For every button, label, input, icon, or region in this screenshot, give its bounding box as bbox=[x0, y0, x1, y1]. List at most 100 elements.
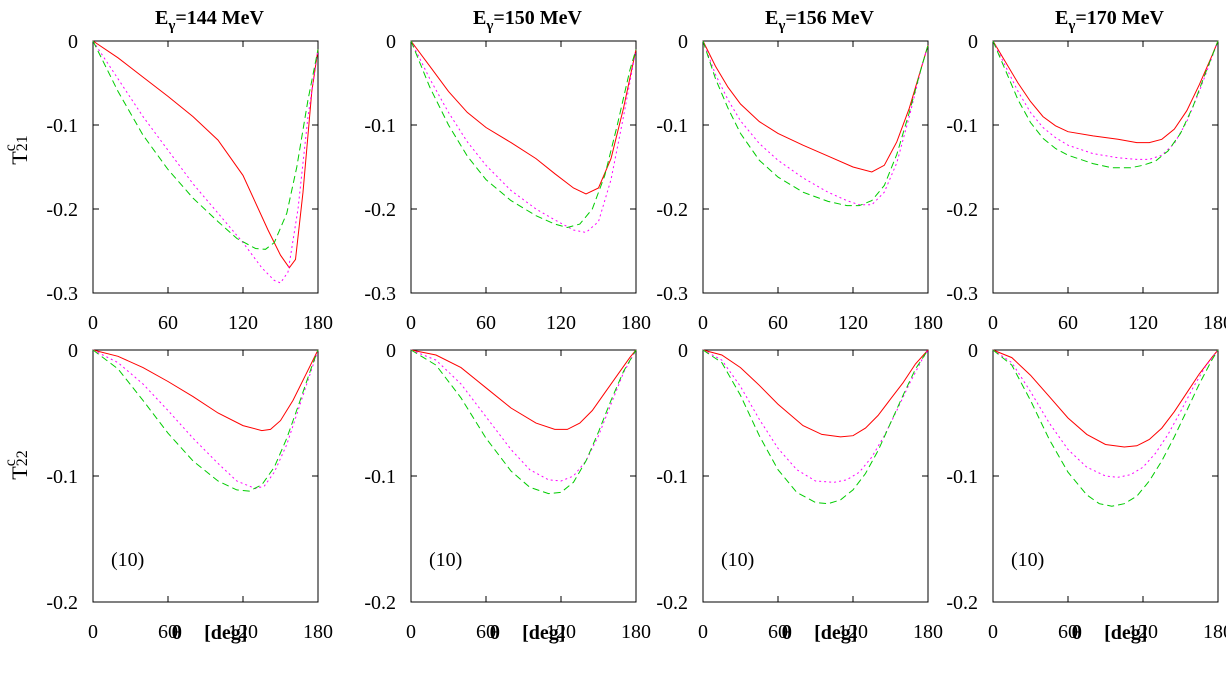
title-main: E bbox=[765, 7, 778, 29]
x-tick-label: 60 bbox=[476, 312, 496, 334]
title-rest: =144 MeV bbox=[175, 7, 264, 29]
x-tick-label: 120 bbox=[838, 621, 868, 643]
y-tick-label: -0.1 bbox=[46, 466, 78, 488]
x-axis-label: θ [deg] bbox=[1072, 622, 1148, 644]
x-tick-label: 0 bbox=[406, 312, 416, 334]
y-label-sup: c bbox=[2, 144, 19, 151]
series-line-dashed bbox=[92, 349, 319, 492]
x-tick-label: 120 bbox=[1128, 621, 1158, 643]
series-line-dashed bbox=[992, 349, 1219, 507]
x-tick-label: 180 bbox=[913, 312, 943, 334]
plot-frame bbox=[702, 40, 929, 294]
x-tick-label: 0 bbox=[698, 621, 708, 643]
column-title: Eγ=156 MeV bbox=[765, 7, 875, 34]
x-tick-label: 120 bbox=[546, 312, 576, 334]
x-tick-label: 60 bbox=[476, 621, 496, 643]
x-tick-label: 0 bbox=[988, 621, 998, 643]
x-tick-label: 180 bbox=[621, 621, 651, 643]
y-tick-label: -0.2 bbox=[946, 592, 978, 614]
y-label-sup: c bbox=[2, 459, 19, 466]
series-line-solid bbox=[702, 349, 929, 438]
y-label-main: T bbox=[7, 151, 32, 165]
y-tick-label: -0.1 bbox=[364, 115, 396, 137]
panel: 0 60 120 180 0 -0.1 -0.2 (10) bbox=[46, 340, 333, 643]
series-line-dashed bbox=[410, 40, 637, 229]
panel-note: (10) bbox=[1011, 549, 1044, 571]
plot-frame bbox=[92, 40, 319, 294]
y-tick-label: -0.2 bbox=[46, 199, 78, 221]
y-label-sub: 21 bbox=[14, 135, 31, 151]
x-tick-label: 120 bbox=[546, 621, 576, 643]
x-tick-label: 60 bbox=[1058, 312, 1078, 334]
panel-note: (10) bbox=[111, 549, 144, 571]
title-rest: =170 MeV bbox=[1075, 7, 1164, 29]
series-line-solid bbox=[92, 349, 319, 432]
x-tick-label: 180 bbox=[303, 312, 333, 334]
series-line-dashed bbox=[992, 40, 1219, 169]
series-line-dotted bbox=[92, 349, 319, 490]
series-line-dotted bbox=[702, 40, 929, 206]
y-tick-label: -0.2 bbox=[656, 592, 688, 614]
series-line-dotted bbox=[992, 349, 1219, 478]
title-main: E bbox=[155, 7, 168, 29]
x-tick-label: 120 bbox=[228, 621, 258, 643]
series-line-solid bbox=[92, 40, 319, 269]
panel: 0 60 120 180 0 -0.1 -0.2 -0.3 bbox=[364, 31, 651, 334]
x-axis-label: θ [deg] bbox=[782, 622, 858, 644]
x-tick-label: 0 bbox=[88, 312, 98, 334]
y-label-main: T bbox=[7, 466, 32, 480]
x-tick-label: 180 bbox=[621, 312, 651, 334]
title-sub: γ bbox=[1067, 18, 1075, 34]
y-tick-label: -0.3 bbox=[46, 283, 78, 305]
x-axis-unit: [deg] bbox=[1104, 622, 1147, 644]
x-axis-symbol: θ bbox=[172, 622, 182, 644]
y-tick-label: -0.1 bbox=[364, 466, 396, 488]
x-tick-label: 0 bbox=[406, 621, 416, 643]
x-tick-label: 60 bbox=[158, 621, 178, 643]
series-line-dotted bbox=[992, 40, 1219, 160]
x-axis-symbol: θ bbox=[782, 622, 792, 644]
x-axis-unit: [deg] bbox=[204, 622, 247, 644]
y-tick-label: -0.2 bbox=[46, 592, 78, 614]
y-tick-label: -0.1 bbox=[656, 466, 688, 488]
series-line-dotted bbox=[410, 40, 637, 234]
x-axis-label: θ [deg] bbox=[490, 622, 566, 644]
panel-note: (10) bbox=[721, 549, 754, 571]
series-line-dashed bbox=[702, 40, 929, 207]
title-sub: γ bbox=[777, 18, 785, 34]
panel: 0 60 120 180 0 -0.1 -0.2 -0.3 bbox=[46, 31, 333, 334]
panel-note: (10) bbox=[429, 549, 462, 571]
title-main: E bbox=[473, 7, 486, 29]
y-tick-label: -0.1 bbox=[946, 115, 978, 137]
y-tick-label: -0.3 bbox=[946, 283, 978, 305]
title-rest: =150 MeV bbox=[493, 7, 582, 29]
title-main: E bbox=[1055, 7, 1068, 29]
panel: 0 60 120 180 0 -0.1 -0.2 (10) bbox=[656, 340, 943, 643]
x-axis-symbol: θ bbox=[1072, 622, 1082, 644]
y-tick-label: 0 bbox=[968, 31, 978, 53]
x-axis-unit: [deg] bbox=[814, 622, 857, 644]
panel: 0 60 120 180 0 -0.1 -0.2 -0.3 bbox=[656, 31, 943, 334]
x-tick-label: 180 bbox=[1203, 312, 1226, 334]
y-tick-label: -0.2 bbox=[946, 199, 978, 221]
y-tick-label: -0.3 bbox=[364, 283, 396, 305]
column-title: Eγ=150 MeV bbox=[473, 7, 583, 34]
y-axis-label: T21c bbox=[2, 135, 32, 164]
title-sub: γ bbox=[167, 18, 175, 34]
series-line-solid bbox=[702, 40, 929, 173]
x-tick-label: 60 bbox=[158, 312, 178, 334]
y-tick-label: -0.1 bbox=[946, 466, 978, 488]
x-tick-label: 0 bbox=[698, 312, 708, 334]
y-tick-label: -0.1 bbox=[46, 115, 78, 137]
y-label-sub: 22 bbox=[14, 450, 31, 466]
series-line-solid bbox=[992, 349, 1219, 448]
series-line-solid bbox=[992, 40, 1219, 144]
y-tick-label: 0 bbox=[68, 340, 78, 362]
series-line-solid bbox=[410, 40, 637, 195]
x-tick-label: 0 bbox=[88, 621, 98, 643]
series-line-dotted bbox=[702, 349, 929, 483]
plot-frame bbox=[410, 40, 637, 294]
y-axis-label: T22c bbox=[2, 450, 32, 479]
x-tick-label: 180 bbox=[1203, 621, 1226, 643]
